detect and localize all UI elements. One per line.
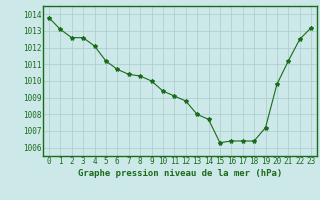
X-axis label: Graphe pression niveau de la mer (hPa): Graphe pression niveau de la mer (hPa) [78, 169, 282, 178]
